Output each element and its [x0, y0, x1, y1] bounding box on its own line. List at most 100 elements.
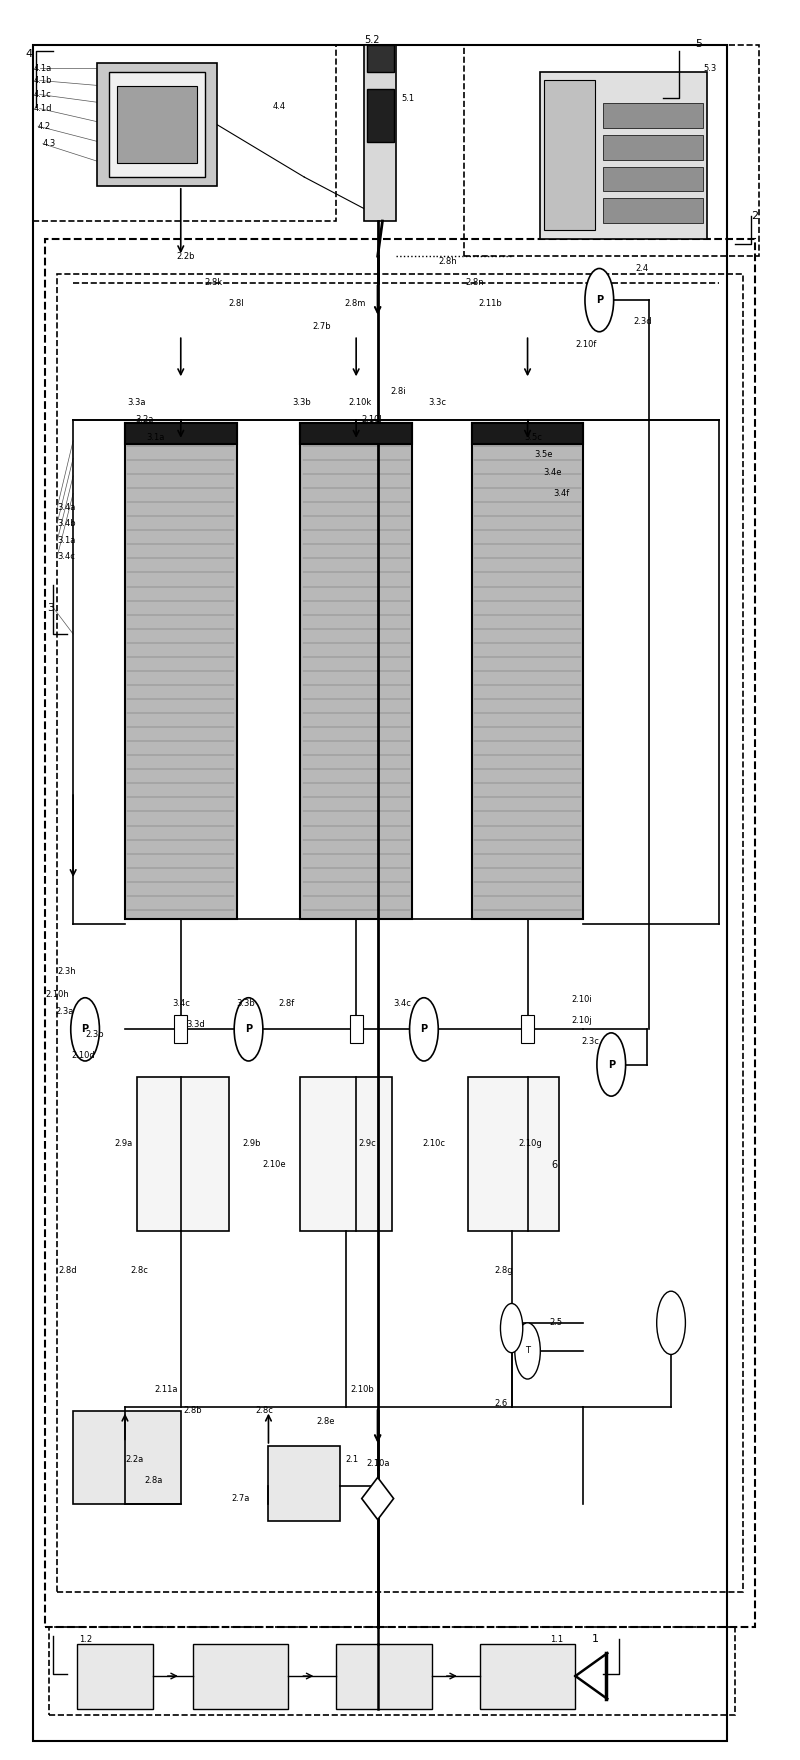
Text: 4.1a: 4.1a [34, 63, 51, 72]
Bar [350, 1016, 362, 1044]
Bar [57, 275, 743, 1591]
Text: 3.2a: 3.2a [135, 415, 154, 424]
Text: 2.7b: 2.7b [312, 322, 331, 331]
Text: 3.1a: 3.1a [146, 433, 165, 442]
Text: 2.8i: 2.8i [390, 387, 406, 396]
Text: 2.11b: 2.11b [478, 299, 502, 308]
Bar [468, 1077, 559, 1232]
Text: 2.10c: 2.10c [422, 1139, 446, 1148]
Bar [137, 1077, 229, 1232]
Text: 5: 5 [695, 39, 702, 49]
Bar [364, 46, 396, 222]
Text: 2.10f: 2.10f [575, 340, 597, 348]
Text: 4.1d: 4.1d [34, 104, 52, 113]
Circle shape [585, 269, 614, 331]
Bar [50, 1626, 735, 1714]
Text: 4: 4 [26, 49, 33, 60]
Bar [117, 86, 197, 164]
Text: P: P [596, 296, 603, 304]
Text: 2.10i: 2.10i [571, 994, 592, 1003]
Text: 3.3c: 3.3c [428, 398, 446, 407]
Text: 2.8n: 2.8n [466, 278, 484, 287]
Polygon shape [362, 1477, 394, 1519]
Bar [174, 1016, 187, 1044]
Text: 2.5: 2.5 [550, 1318, 563, 1327]
Bar [603, 199, 703, 224]
Bar [73, 1412, 181, 1503]
Text: 2.8d: 2.8d [58, 1265, 78, 1274]
Text: T: T [525, 1346, 530, 1355]
Text: 2.10k: 2.10k [348, 398, 371, 407]
Text: 2.11a: 2.11a [154, 1385, 178, 1394]
Bar [46, 239, 754, 1626]
Text: 3.3d: 3.3d [186, 1019, 205, 1028]
Bar [336, 1644, 432, 1709]
Text: 2.2b: 2.2b [177, 252, 195, 260]
Text: 1: 1 [591, 1633, 598, 1644]
Circle shape [515, 1324, 540, 1380]
Text: 2.3c: 2.3c [582, 1037, 600, 1045]
Text: 2: 2 [750, 211, 758, 220]
Circle shape [70, 998, 99, 1061]
Text: 2.9c: 2.9c [358, 1139, 376, 1148]
Text: 2.3b: 2.3b [85, 1030, 104, 1038]
Bar [125, 422, 237, 444]
Text: P: P [82, 1024, 89, 1035]
Bar [97, 63, 217, 187]
Bar [109, 72, 205, 178]
Bar [472, 422, 583, 444]
Bar [472, 422, 583, 919]
Bar [603, 136, 703, 160]
Text: 2.10l: 2.10l [362, 415, 382, 424]
Text: 2.8a: 2.8a [145, 1477, 163, 1485]
Text: 2.10j: 2.10j [571, 1016, 592, 1024]
Circle shape [657, 1292, 686, 1355]
Text: 3.3b: 3.3b [292, 398, 311, 407]
Bar [521, 1016, 534, 1044]
Circle shape [597, 1033, 626, 1096]
Circle shape [234, 998, 263, 1061]
Text: 3.4e: 3.4e [543, 468, 562, 477]
Text: 2.8m: 2.8m [344, 299, 366, 308]
Bar [77, 1644, 153, 1709]
Text: 2.10b: 2.10b [350, 1385, 374, 1394]
Bar [480, 1644, 575, 1709]
Text: 2.8c: 2.8c [255, 1406, 273, 1415]
Text: 2.10a: 2.10a [366, 1459, 390, 1468]
Circle shape [501, 1304, 522, 1353]
Text: 5.2: 5.2 [364, 35, 380, 46]
Text: 2.1: 2.1 [346, 1456, 359, 1464]
Bar [34, 46, 336, 222]
Bar [539, 72, 707, 239]
Text: 3.4c: 3.4c [394, 998, 411, 1007]
Text: 3.4a: 3.4a [57, 503, 75, 512]
Text: 3.3a: 3.3a [127, 398, 146, 407]
Text: P: P [420, 1024, 427, 1035]
Text: 2.8e: 2.8e [316, 1417, 334, 1426]
Text: 2.4: 2.4 [635, 264, 648, 273]
Text: 2.8l: 2.8l [229, 299, 244, 308]
Bar [34, 46, 727, 1741]
Text: 2.10d: 2.10d [71, 1051, 95, 1060]
Bar [603, 167, 703, 192]
Text: 2.8c: 2.8c [130, 1265, 149, 1274]
Text: 1.1: 1.1 [550, 1635, 563, 1644]
Bar [366, 46, 394, 72]
Text: 2.8k: 2.8k [205, 278, 223, 287]
Bar [193, 1644, 288, 1709]
Text: 3.4f: 3.4f [553, 489, 570, 498]
Text: 2.9a: 2.9a [114, 1139, 133, 1148]
Bar [464, 46, 758, 257]
Text: 2.8g: 2.8g [494, 1265, 513, 1274]
Text: 3: 3 [47, 602, 54, 612]
Text: 4.4: 4.4 [273, 102, 286, 111]
Text: P: P [608, 1060, 615, 1070]
Text: 3.3b: 3.3b [237, 998, 255, 1007]
Text: 1.2: 1.2 [79, 1635, 93, 1644]
Bar [366, 90, 394, 143]
Text: 3.1a: 3.1a [57, 537, 75, 546]
Bar [300, 1077, 392, 1232]
Bar [300, 422, 412, 444]
Text: 2.2a: 2.2a [125, 1456, 143, 1464]
Text: 4.1b: 4.1b [34, 76, 52, 84]
